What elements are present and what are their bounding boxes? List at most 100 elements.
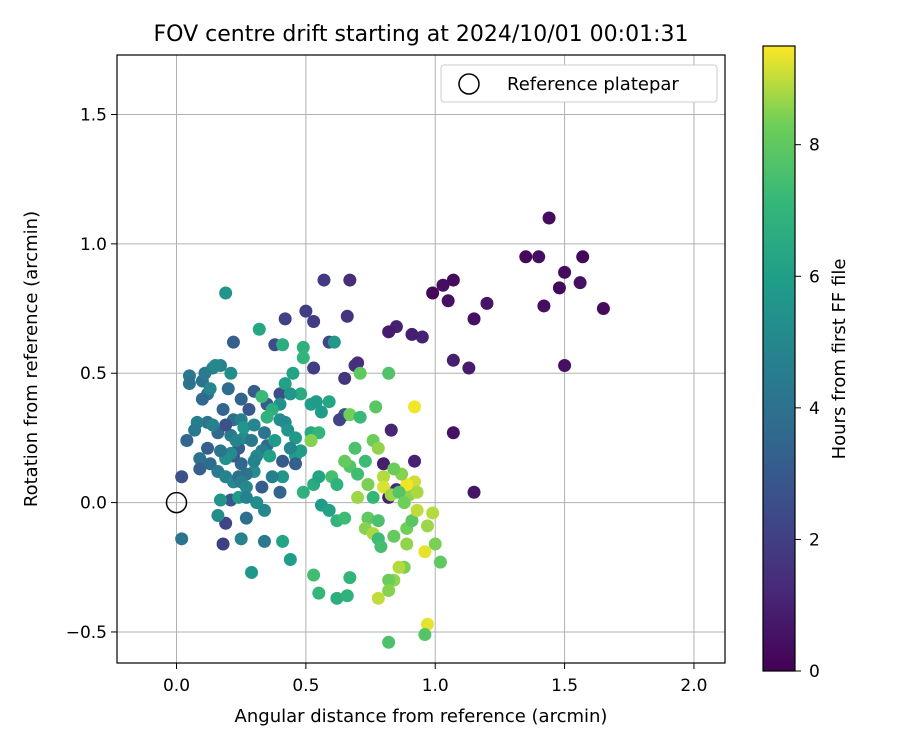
data-point	[182, 377, 196, 391]
data-point	[353, 410, 367, 424]
data-point	[420, 617, 434, 631]
data-point	[278, 312, 292, 326]
data-point	[213, 444, 227, 458]
x-axis-ticks: 0.0 0.5 1.0 1.5 2.0	[163, 663, 707, 696]
data-point	[296, 485, 310, 499]
data-point	[333, 413, 347, 427]
data-point	[480, 296, 494, 310]
data-point	[257, 534, 271, 548]
data-point	[175, 470, 189, 484]
data-point	[294, 387, 308, 401]
data-point	[211, 509, 225, 523]
data-point	[257, 426, 271, 440]
data-point	[382, 366, 396, 380]
data-point	[216, 402, 230, 416]
data-point	[327, 335, 341, 349]
data-point	[193, 462, 207, 476]
data-point	[467, 312, 481, 326]
data-point	[283, 441, 297, 455]
data-point	[226, 335, 240, 349]
data-point	[330, 477, 344, 491]
data-point	[397, 496, 411, 510]
data-point	[265, 470, 279, 484]
data-point	[376, 457, 390, 471]
data-point	[392, 485, 406, 499]
data-point	[276, 454, 290, 468]
colorbar-gradient	[762, 45, 796, 672]
data-point	[532, 250, 546, 264]
chart-title: FOV centre drift starting at 2024/10/01 …	[154, 22, 689, 47]
y-tick-label: −0.5	[66, 623, 107, 643]
y-axis-ticks: −0.5 0.0 0.5 1.0 1.5	[66, 106, 117, 643]
data-point	[229, 433, 243, 447]
colorbar-tick-label: 2	[809, 530, 820, 550]
data-point	[366, 490, 380, 504]
data-point	[252, 322, 266, 336]
data-point	[408, 454, 422, 468]
x-tick-label: 1.0	[422, 676, 449, 696]
data-point	[410, 485, 424, 499]
data-point	[175, 532, 189, 546]
data-point	[428, 537, 442, 551]
data-point	[467, 485, 481, 499]
data-point	[312, 586, 326, 600]
data-point	[343, 273, 357, 287]
legend-label: Reference platepar	[507, 74, 679, 95]
data-point	[369, 400, 383, 414]
data-point	[519, 250, 533, 264]
plot-area	[117, 55, 725, 663]
y-tick-label: 0.5	[80, 364, 107, 384]
data-point	[361, 477, 375, 491]
data-point	[247, 454, 261, 468]
data-points	[175, 211, 610, 649]
data-point	[405, 327, 419, 341]
colorbar-ticks: 0 2 4 6 8	[795, 136, 820, 682]
data-point	[263, 449, 277, 463]
data-point	[322, 503, 336, 517]
legend: Reference platepar	[440, 64, 718, 103]
data-point	[239, 490, 253, 504]
data-point	[195, 392, 209, 406]
data-point	[307, 361, 321, 375]
data-point	[193, 452, 207, 466]
data-point	[351, 490, 365, 504]
data-point	[237, 421, 251, 435]
data-point	[446, 273, 460, 287]
data-point	[415, 330, 429, 344]
data-point	[260, 410, 274, 424]
data-point	[542, 211, 556, 225]
data-point	[552, 281, 566, 295]
data-point	[382, 573, 396, 587]
colorbar-tick-label: 8	[809, 136, 820, 156]
data-point	[296, 340, 310, 354]
data-point	[446, 426, 460, 440]
data-point	[273, 387, 287, 401]
data-point	[322, 395, 336, 409]
data-point	[307, 314, 321, 328]
data-point	[221, 382, 235, 396]
data-point	[255, 480, 269, 494]
data-point	[374, 540, 388, 554]
data-point	[247, 418, 261, 432]
data-point	[343, 408, 357, 422]
data-point	[216, 537, 230, 551]
data-point	[384, 423, 398, 437]
data-point	[234, 392, 248, 406]
x-axis-label: Angular distance from reference (arcmin)	[235, 706, 608, 727]
x-tick-label: 2.0	[680, 676, 707, 696]
data-point	[224, 366, 238, 380]
colorbar: 0 2 4 6 8 Hours from first FF file	[762, 45, 850, 682]
data-point	[353, 366, 367, 380]
data-point	[405, 514, 419, 528]
data-point	[371, 441, 385, 455]
data-point	[242, 402, 256, 416]
data-point	[219, 418, 233, 432]
reference-platepar-marker	[165, 491, 188, 514]
data-point	[283, 553, 297, 567]
data-point	[596, 302, 610, 316]
data-point	[286, 366, 300, 380]
data-point	[340, 589, 354, 603]
data-point	[245, 433, 259, 447]
data-point	[446, 353, 460, 367]
data-point	[299, 304, 313, 318]
